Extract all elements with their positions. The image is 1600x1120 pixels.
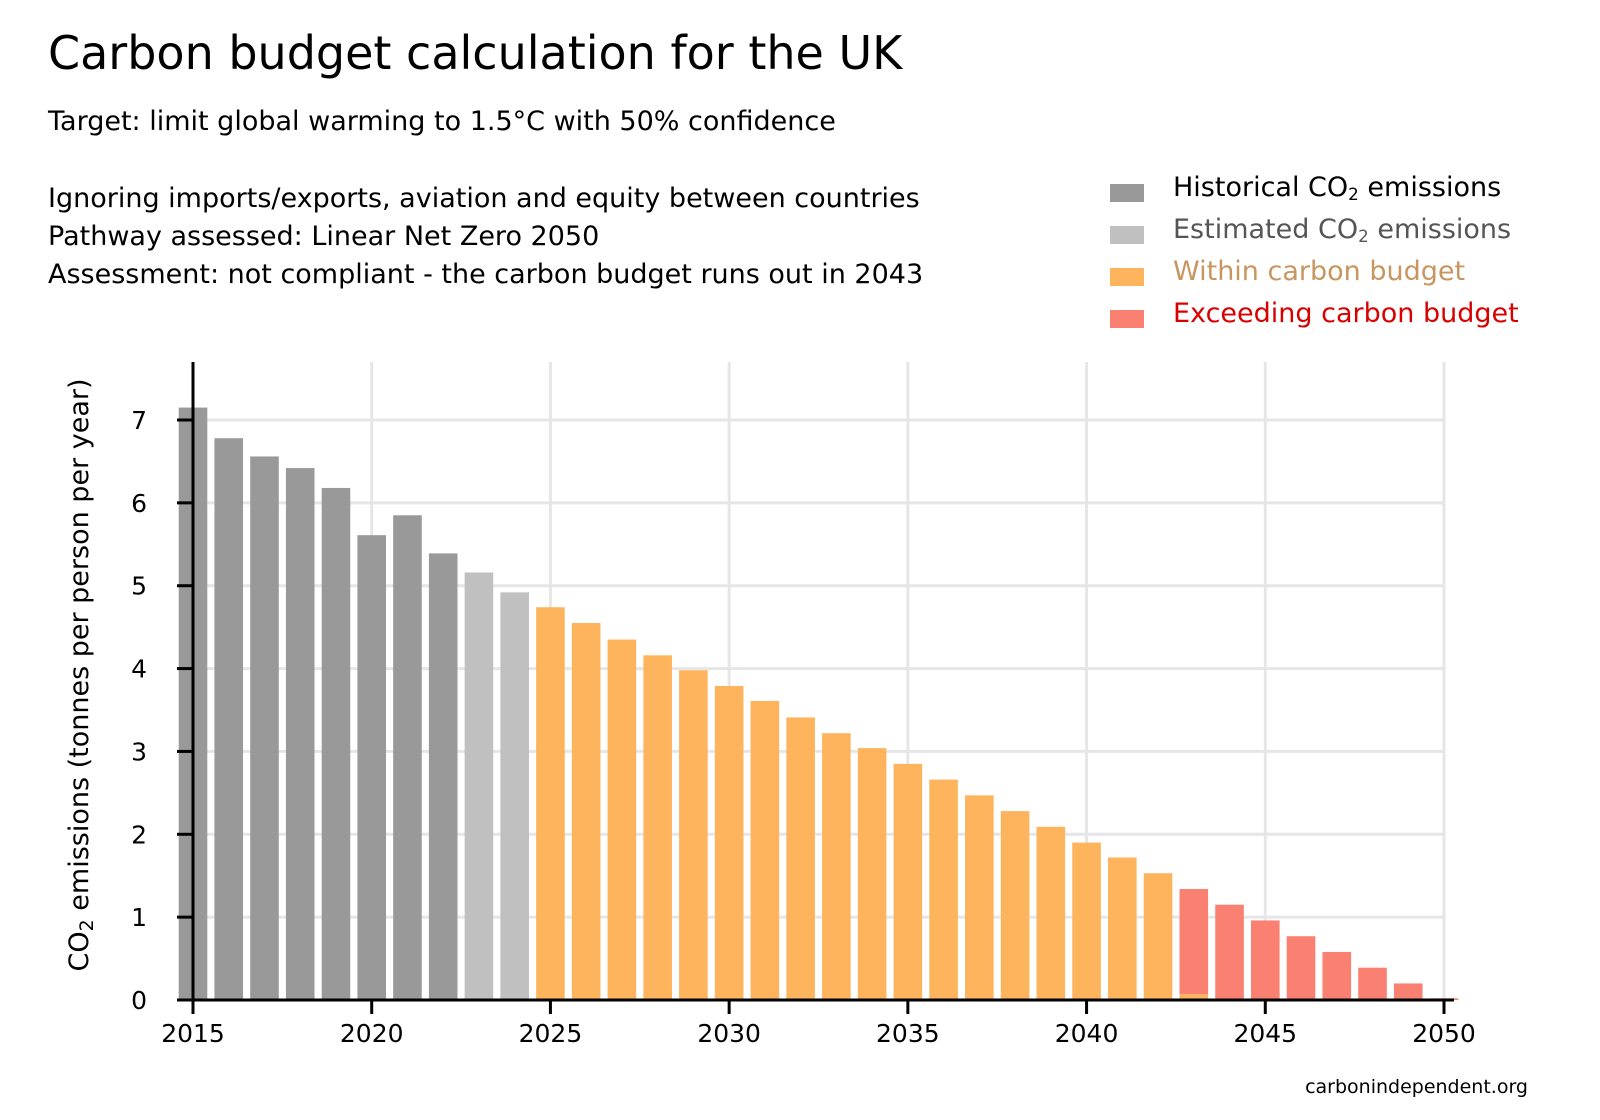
bar [1215,904,1244,1000]
bar [1322,951,1352,1000]
bar [786,717,815,1000]
bars [178,407,1459,1001]
bar [1250,920,1280,1000]
bar [1286,936,1316,1000]
y-tick-label: 2 [131,820,147,849]
x-tick-label: 2040 [1055,1019,1119,1048]
bar [1393,983,1423,1000]
legend-swatch [1110,184,1144,202]
bar [1143,873,1173,1000]
bar [1179,888,1209,995]
y-tick-label: 1 [131,903,147,932]
bar [1072,842,1101,1000]
bar [1000,811,1030,1000]
x-tick-label: 2045 [1233,1019,1297,1048]
bar [822,733,851,1000]
x-tick-label: 2020 [340,1019,404,1048]
source-credit: carbonindependent.org [1305,1076,1528,1098]
bar [679,670,708,1000]
bar [571,623,601,1000]
bar [857,748,887,1000]
y-tick-label: 7 [131,406,147,435]
bar [500,592,529,1000]
axes: 0 1 2 3 4 5 6 7 2015 2020 2025 2030 2035 2040 2045 2050 [131,362,1476,1048]
bar [357,535,387,1000]
bar [464,572,494,1000]
chart-subtitle: Target: limit global warming to 1.5°C wi… [48,106,836,137]
y-tick-label: 5 [131,572,147,601]
bar [929,779,958,1000]
bar [536,607,565,1000]
bar [893,763,923,1000]
bar [1108,857,1137,1000]
legend-label: Estimated CO2 emissions [1173,214,1512,247]
legend-swatch [1110,268,1144,286]
legend-label: Exceeding carbon budget [1173,298,1519,329]
legend-label: Within carbon budget [1173,256,1466,287]
legend-swatch [1110,226,1144,244]
y-tick-label: 6 [131,489,147,518]
x-tick-label: 2035 [876,1019,940,1048]
bar [393,515,422,1000]
y-tick-label: 3 [131,737,147,766]
chart-notes: Ignoring imports/exports, aviation and e… [48,180,923,294]
note-scope: Ignoring imports/exports, aviation and e… [48,183,920,214]
chart-title: Carbon budget calculation for the UK [48,26,903,80]
bar [214,438,244,1000]
bar [714,685,744,1000]
y-tick-label: 4 [131,655,147,684]
y-axis-label: CO2 emissions (tonnes per person per yea… [64,378,98,971]
x-tick-label: 2015 [161,1019,225,1048]
x-tick-label: 2050 [1412,1019,1476,1048]
note-assessment: Assessment: not compliant - the carbon b… [48,259,924,290]
bar [1179,994,1209,1000]
bar [750,700,780,1000]
bar [250,456,279,1000]
legend-swatch [1110,310,1144,328]
note-pathway: Pathway assessed: Linear Net Zero 2050 [48,221,600,252]
bar [1358,967,1387,1000]
bar [321,487,351,1000]
legend-label: Historical CO2 emissions [1173,172,1502,205]
bar [285,468,315,1000]
y-tick-label: 0 [131,986,147,1015]
x-tick-label: 2025 [519,1019,583,1048]
x-tick-label: 2030 [697,1019,761,1048]
bar [643,655,672,1000]
bar [428,553,458,1000]
bar [965,795,994,1000]
bar [607,639,637,1000]
bar [1036,826,1066,1000]
